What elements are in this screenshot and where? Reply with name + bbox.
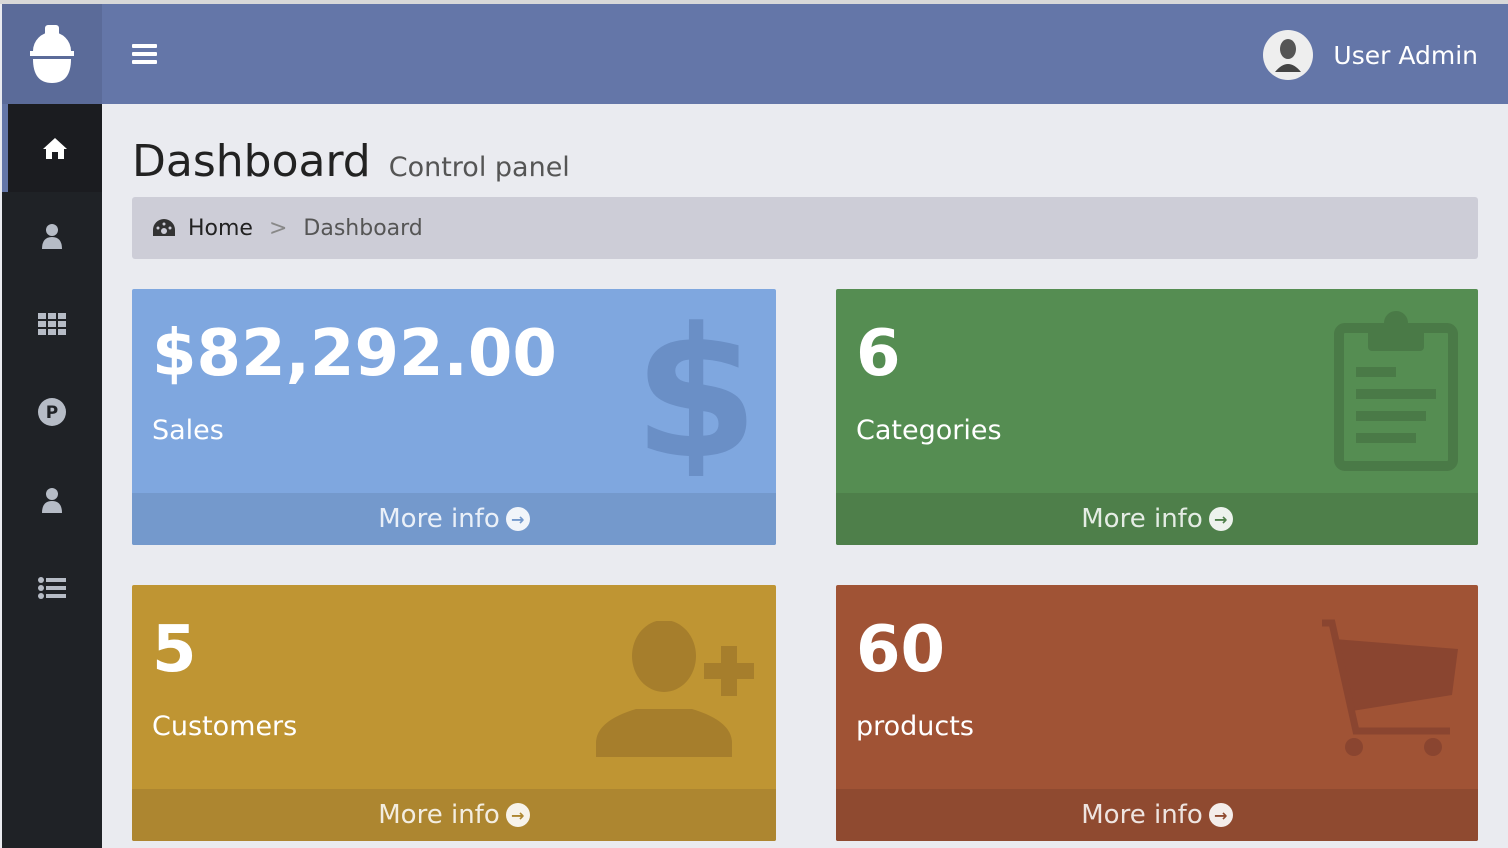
- categories-card: 6 Categories More info →: [836, 289, 1478, 545]
- dashboard-gauge-icon: [153, 219, 175, 236]
- card-value: $82,292.00: [152, 317, 557, 391]
- page-subtitle: Control panel: [388, 152, 570, 183]
- helmet-icon: [30, 25, 74, 83]
- sidebar-item-grid[interactable]: [2, 280, 102, 368]
- logo[interactable]: [2, 4, 102, 104]
- customers-card: 5 Customers More info →: [132, 585, 776, 841]
- p-circle-icon: P: [38, 398, 66, 426]
- main-content: Dashboard Control panel Home > Dashboard…: [132, 104, 1478, 841]
- stat-cards: $82,292.00 Sales $ More info → 6 Categori…: [132, 289, 1478, 841]
- card-value: 5: [152, 613, 197, 687]
- page-title: Dashboard: [132, 136, 371, 187]
- top-header: User Admin: [102, 4, 1508, 104]
- dollar-icon: $: [636, 311, 756, 476]
- card-label: products: [856, 711, 974, 742]
- more-info-label: More info: [1081, 800, 1203, 830]
- user-icon: [42, 224, 62, 249]
- more-info-label: More info: [378, 800, 500, 830]
- user-plus-icon: [596, 621, 754, 757]
- svg-text:$: $: [636, 311, 756, 476]
- list-icon: [38, 577, 66, 599]
- user-name: User Admin: [1333, 40, 1478, 70]
- arrow-circle-right-icon: →: [1208, 507, 1233, 531]
- more-info-link[interactable]: More info →: [132, 789, 776, 841]
- more-info-link[interactable]: More info →: [132, 493, 776, 545]
- arrow-circle-right-icon: →: [505, 507, 530, 531]
- breadcrumb-separator: >: [268, 215, 288, 241]
- more-info-label: More info: [378, 504, 500, 534]
- window-top-edge: [0, 0, 1508, 4]
- sidebar: P: [2, 104, 102, 848]
- sidebar-item-customers[interactable]: [2, 456, 102, 544]
- cart-icon: [1322, 619, 1458, 756]
- products-card: 60 products More info →: [836, 585, 1478, 841]
- breadcrumb-home[interactable]: Home: [188, 215, 253, 241]
- home-icon: [43, 138, 67, 159]
- sales-card: $82,292.00 Sales $ More info →: [132, 289, 776, 545]
- grid-icon: [38, 313, 66, 335]
- menu-toggle-icon[interactable]: [132, 44, 157, 64]
- card-value: 6: [856, 317, 901, 391]
- card-label: Sales: [152, 415, 224, 446]
- sidebar-item-p[interactable]: P: [2, 368, 102, 456]
- card-value: 60: [856, 613, 946, 687]
- more-info-link[interactable]: More info →: [836, 493, 1478, 545]
- card-label: Customers: [152, 711, 298, 742]
- breadcrumb: Home > Dashboard: [132, 197, 1478, 259]
- clipboard-icon: [1334, 311, 1458, 471]
- sidebar-item-home[interactable]: [2, 104, 102, 192]
- user-menu[interactable]: User Admin: [1263, 30, 1478, 80]
- breadcrumb-current: Dashboard: [303, 215, 423, 241]
- sidebar-item-users[interactable]: [2, 192, 102, 280]
- arrow-circle-right-icon: →: [1208, 803, 1233, 827]
- more-info-link[interactable]: More info →: [836, 789, 1478, 841]
- arrow-circle-right-icon: →: [505, 803, 530, 827]
- more-info-label: More info: [1081, 504, 1203, 534]
- svg-text:P: P: [46, 403, 58, 423]
- card-label: Categories: [856, 415, 1002, 446]
- user-icon: [42, 488, 62, 513]
- avatar: [1263, 30, 1314, 80]
- sidebar-item-list[interactable]: [2, 544, 102, 632]
- page-header: Dashboard Control panel: [132, 136, 1478, 187]
